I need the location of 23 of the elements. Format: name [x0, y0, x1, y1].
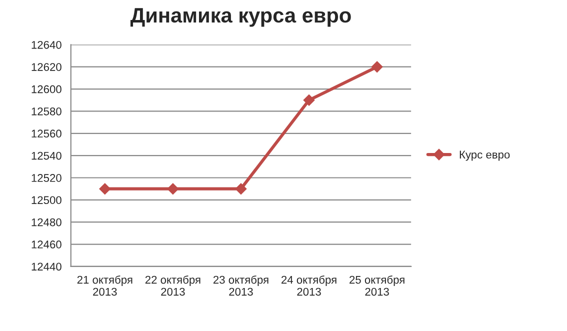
- chart-title: Динамика курса евро: [130, 8, 351, 27]
- point: [99, 183, 110, 194]
- y-tick-label: 12460: [32, 240, 62, 248]
- x-tick-label: 24 октября 2013: [282, 275, 336, 296]
- y-tick-label: 12580: [32, 107, 62, 116]
- y-tick-label: 12480: [32, 218, 62, 226]
- y-tick-label: 12540: [32, 152, 62, 160]
- y-tick-label: 12560: [32, 130, 62, 138]
- point: [167, 183, 179, 194]
- y-tick-label: 12640: [32, 40, 62, 49]
- legend-label: Курс евро: [460, 150, 510, 161]
- y-tick-label: 12620: [32, 63, 62, 71]
- x-tick-label: 25 октября 2013: [350, 275, 404, 296]
- point: [235, 183, 247, 194]
- y-tick-label: 12440: [32, 262, 62, 271]
- x-tick-label: 21 октября 2013: [77, 275, 132, 296]
- y-tick-label: 12520: [32, 174, 62, 182]
- y-tick-label: 12500: [32, 196, 62, 204]
- point: [303, 94, 315, 106]
- x-tick-label: 22 октября 2013: [145, 275, 200, 296]
- x-tick-label: 23 октября 2013: [213, 275, 268, 296]
- point: [371, 61, 383, 72]
- y-tick-label: 12600: [32, 85, 62, 94]
